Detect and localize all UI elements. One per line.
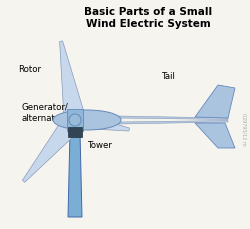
Text: Generator/
alternator: Generator/ alternator xyxy=(22,103,69,123)
Polygon shape xyxy=(195,123,235,148)
Polygon shape xyxy=(74,112,130,131)
Text: Tail: Tail xyxy=(162,72,176,81)
Ellipse shape xyxy=(69,114,81,126)
Text: 029793/12 m: 029793/12 m xyxy=(242,113,246,145)
Bar xyxy=(67,109,83,131)
Text: Tower: Tower xyxy=(88,141,113,150)
Text: Basic Parts of a Small
Wind Electric System: Basic Parts of a Small Wind Electric Sys… xyxy=(84,7,212,29)
Text: Rotor: Rotor xyxy=(18,65,41,74)
Ellipse shape xyxy=(53,110,121,130)
Polygon shape xyxy=(118,116,228,120)
Polygon shape xyxy=(68,132,82,217)
Polygon shape xyxy=(195,85,235,118)
Polygon shape xyxy=(60,41,86,122)
Bar xyxy=(68,127,82,137)
Polygon shape xyxy=(22,113,84,182)
Polygon shape xyxy=(118,120,228,124)
